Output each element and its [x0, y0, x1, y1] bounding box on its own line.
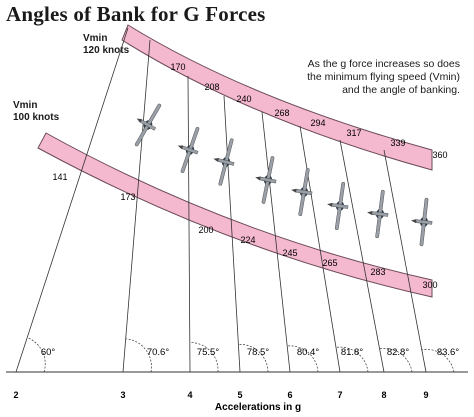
lower-speed-label: 265: [322, 258, 337, 268]
upper-speed-label: 317: [346, 128, 361, 138]
radial-line: [261, 111, 291, 373]
vmin-upper-line1: Vmin: [83, 33, 108, 44]
aircraft-icon: [213, 138, 235, 186]
radial-line: [339, 139, 385, 373]
vmin-lower-line1: Vmin: [13, 100, 38, 111]
upper-speed-label: 360: [432, 150, 447, 160]
g-tick-label: 2: [13, 390, 18, 400]
upper-speed-band: [121, 24, 433, 171]
angle-arc: [335, 346, 369, 373]
aircraft-icon: [134, 103, 162, 147]
aircraft-icon: [367, 189, 389, 239]
aircraft-icon: [291, 168, 313, 216]
radial-line: [383, 149, 427, 373]
lower-speed-label: 173: [120, 192, 135, 202]
vmin-lower-line2: 100 knots: [13, 112, 60, 123]
g-tick-label: 4: [187, 390, 192, 400]
g-tick-label: 6: [287, 390, 292, 400]
bank-angle-label: 83.6°: [437, 347, 459, 358]
lower-speed-label: 200: [198, 225, 213, 235]
angle-arc: [287, 345, 319, 373]
upper-speed-label: 339: [390, 138, 405, 148]
bank-angle-label: 75.5°: [197, 347, 219, 358]
radial-line: [15, 27, 129, 373]
upper-speed-label: 294: [310, 118, 325, 128]
aircraft-icon: [177, 126, 200, 174]
aircraft-icon: [411, 197, 433, 247]
bank-angle-label: 70.6°: [147, 347, 169, 358]
radial-line: [122, 39, 151, 373]
aircraft-icon: [255, 156, 277, 204]
lower-speed-label: 283: [370, 267, 385, 277]
angle-arc: [189, 342, 219, 373]
angle-arc: [238, 344, 269, 373]
g-tick-label: 8: [381, 390, 386, 400]
upper-speed-label: 208: [204, 82, 219, 92]
upper-speed-label: 170: [170, 62, 185, 72]
lower-speed-label: 245: [282, 248, 297, 258]
bank-angle-label: 60°: [41, 347, 56, 358]
vmin-upper-line2: 120 knots: [83, 45, 130, 56]
g-tick-label: 5: [237, 390, 242, 400]
lower-speed-band: [37, 132, 433, 298]
aircraft-icon: [327, 181, 349, 231]
angle-arc: [379, 348, 413, 373]
bank-angle-label: 82.8°: [387, 347, 409, 358]
upper-speed-label: 268: [274, 108, 289, 118]
aircraft-group: [134, 103, 433, 247]
value-labels: 2 60° 170 141 3 70.6° 208 173 4 75.5° 240 200 5 78.5°…: [13, 62, 459, 400]
radial-line: [299, 125, 341, 373]
g-tick-label: 7: [337, 390, 342, 400]
bank-angle-label: 80.4°: [297, 347, 319, 358]
radial-line: [187, 75, 191, 373]
angle-arc: [27, 337, 46, 373]
explanation-note: As the g force increases so does the min…: [307, 58, 460, 96]
angle-arc: [125, 338, 152, 373]
upper-speed-label: 240: [236, 94, 251, 104]
axis-title: Accelerations in g: [215, 402, 301, 413]
g-tick-label: 3: [120, 390, 125, 400]
radial-lines: [15, 27, 455, 373]
radial-line: [223, 95, 241, 373]
vmin-lower-label: Vmin 100 knots: [13, 100, 59, 124]
angle-arc: [421, 349, 455, 373]
lower-speed-label: 300: [422, 280, 437, 290]
lower-speed-label: 224: [240, 235, 255, 245]
bank-angle-label: 81.8°: [341, 347, 363, 358]
bank-angle-label: 78.5°: [247, 347, 269, 358]
g-tick-label: 9: [423, 390, 428, 400]
lower-speed-label: 141: [52, 172, 67, 182]
diagram-title: Angles of Bank for G Forces: [6, 2, 266, 26]
vmin-upper-label: Vmin 120 knots: [83, 33, 129, 57]
